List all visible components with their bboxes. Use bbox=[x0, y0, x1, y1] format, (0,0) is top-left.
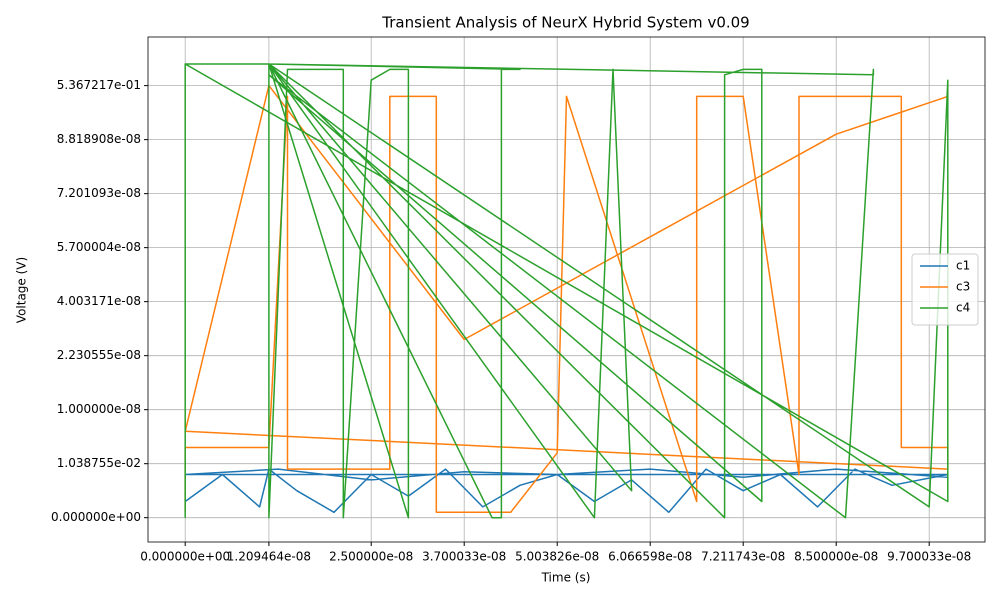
y-tick-label: 1.000000e-08 bbox=[57, 402, 141, 416]
y-tick-label: 8.818908e-08 bbox=[57, 132, 141, 146]
x-axis-label: Time (s) bbox=[541, 571, 591, 585]
x-tick-label: 5.003826e-08 bbox=[515, 550, 599, 564]
x-tick-label: 8.500000e-08 bbox=[794, 550, 878, 564]
x-tick-label: 0.000000e+00 bbox=[140, 550, 230, 564]
y-tick-label: 4.003171e-08 bbox=[57, 294, 141, 308]
x-tick-label: 7.211743e-08 bbox=[701, 550, 785, 564]
series-line bbox=[184, 63, 949, 519]
legend-label: c1 bbox=[956, 259, 970, 273]
plot-frame bbox=[147, 36, 986, 543]
y-tick-label: 2.230555e-08 bbox=[57, 348, 141, 362]
y-tick-label: 5.700004e-08 bbox=[57, 240, 141, 254]
y-tick-label: 0.000000e+00 bbox=[51, 510, 141, 524]
y-tick-label: 5.367217e-01 bbox=[57, 78, 141, 92]
series-line bbox=[184, 468, 949, 514]
x-tick-label: 2.500000e-08 bbox=[329, 550, 413, 564]
chart-title: Transient Analysis of NeurX Hybrid Syste… bbox=[381, 14, 749, 32]
y-tick-label: 1.038755e-02 bbox=[57, 456, 141, 470]
y-tick-label: 7.201093e-08 bbox=[57, 186, 141, 200]
legend: c1 c3 c4 bbox=[911, 253, 979, 326]
legend-label: c3 bbox=[956, 280, 970, 294]
y-axis-label: Voltage (V) bbox=[15, 257, 29, 323]
legend-label: c4 bbox=[956, 301, 970, 315]
x-tick-label: 3.700033e-08 bbox=[422, 550, 506, 564]
x-tick-label: 1.209464e-08 bbox=[227, 550, 311, 564]
x-tick-label: 6.066598e-08 bbox=[608, 550, 692, 564]
series-line bbox=[184, 84, 949, 514]
x-tick-label: 9.700033e-08 bbox=[887, 550, 971, 564]
